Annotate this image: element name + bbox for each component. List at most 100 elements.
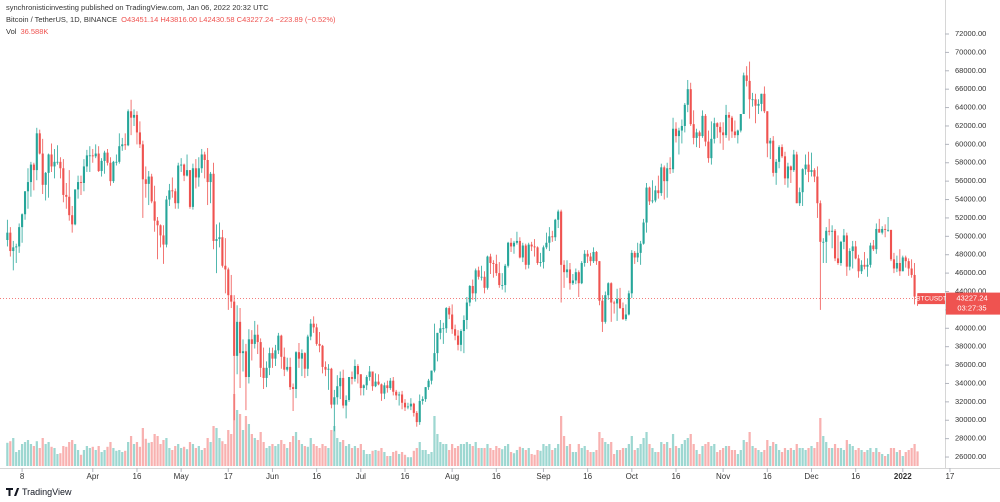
symbol-tag: BTCUSDT xyxy=(916,295,947,302)
volume-bar xyxy=(857,448,860,466)
volume-bar xyxy=(777,450,781,466)
volume-bar xyxy=(371,450,374,466)
candle-body xyxy=(683,104,686,126)
volume-bar xyxy=(480,448,483,466)
volume-bar xyxy=(860,450,863,466)
volume-bar xyxy=(194,448,197,466)
candle-body xyxy=(406,406,410,408)
volume-bar xyxy=(739,450,742,466)
volume-bar xyxy=(707,442,710,466)
candle-body xyxy=(315,327,318,344)
volume-bar xyxy=(94,450,97,466)
candle-body xyxy=(180,164,183,166)
volume-bar xyxy=(674,446,678,466)
x-tick-label: 16 xyxy=(312,472,321,481)
candle-body xyxy=(371,371,374,387)
countdown-tag: 03:27:35 xyxy=(957,304,986,313)
volume-bar xyxy=(244,416,248,466)
volume-bar xyxy=(589,452,592,466)
candle-body xyxy=(524,245,527,265)
candle-body xyxy=(59,161,62,169)
volume-bar xyxy=(82,450,86,466)
volume-bar xyxy=(892,448,896,466)
y-tick-label: 30000.00 xyxy=(955,415,986,424)
x-tick-label: 16 xyxy=(492,472,501,481)
volume-bar xyxy=(878,452,881,466)
volume-bar xyxy=(427,454,430,466)
x-tick-label: Sep xyxy=(536,472,551,481)
candle-body xyxy=(12,247,15,252)
candle-body xyxy=(318,343,321,346)
candle-body xyxy=(289,366,292,388)
candle-body xyxy=(330,368,333,405)
x-tick-label: 16 xyxy=(401,472,410,481)
candle-body xyxy=(819,203,822,242)
volume-bar xyxy=(527,448,530,466)
volume-bar xyxy=(153,434,156,466)
volume-bar xyxy=(772,442,775,466)
brand-logo xyxy=(6,488,20,496)
candle-body xyxy=(530,244,533,247)
volume-bar xyxy=(365,454,368,466)
volume-bar xyxy=(869,448,872,466)
volume-bar xyxy=(147,442,150,466)
candle-body xyxy=(56,161,59,163)
candle-body xyxy=(35,133,38,171)
volume-bar xyxy=(59,453,62,466)
candle-body xyxy=(247,339,250,378)
candle-body xyxy=(268,353,271,368)
volume-bar xyxy=(315,446,318,466)
candle-body xyxy=(736,130,739,136)
candle-body xyxy=(884,228,887,230)
volume-bar xyxy=(751,446,754,466)
candle-body xyxy=(792,154,795,171)
candle-body xyxy=(97,153,100,172)
volume-bar xyxy=(206,438,209,466)
volume-bar xyxy=(730,450,734,466)
candle-body xyxy=(168,190,171,200)
volume-bar xyxy=(875,448,878,466)
volume-bar xyxy=(689,434,692,466)
candle-body xyxy=(604,295,607,322)
candle-body xyxy=(636,252,639,258)
volume-bar xyxy=(309,438,312,466)
y-tick-label: 32000.00 xyxy=(955,397,986,406)
volume-bar xyxy=(645,432,648,466)
volume-bar xyxy=(780,452,784,466)
volume-bar xyxy=(895,452,899,466)
candle-body xyxy=(786,166,789,179)
volume-bar xyxy=(613,454,616,466)
volume-bar xyxy=(568,444,572,466)
volume-value: 36.588K xyxy=(20,27,48,36)
y-tick-label: 36000.00 xyxy=(955,360,986,369)
x-tick-label: 16 xyxy=(672,472,681,481)
volume-bar xyxy=(38,448,41,466)
candle-body xyxy=(583,253,586,263)
volume-bar xyxy=(200,450,203,466)
candle-body xyxy=(53,161,56,167)
y-tick-label: 64000.00 xyxy=(955,103,986,112)
candle-body xyxy=(733,131,736,136)
volume-bar xyxy=(898,450,901,466)
volume-bar xyxy=(763,450,766,466)
candle-body xyxy=(424,387,427,400)
volume-bar xyxy=(495,446,498,466)
candle-body xyxy=(592,251,595,262)
volume-bar xyxy=(138,446,142,466)
candle-body xyxy=(857,258,860,272)
candle-body xyxy=(507,242,510,266)
volume-bar xyxy=(801,448,804,466)
candle-body xyxy=(74,189,77,225)
volume-bar xyxy=(557,444,560,466)
candle-body xyxy=(810,170,813,172)
candle-body xyxy=(627,293,630,315)
volume-bar xyxy=(504,446,507,466)
candle-body xyxy=(321,345,324,367)
candle-body xyxy=(692,124,695,138)
volume-bar xyxy=(592,452,595,466)
volume-bar xyxy=(810,446,813,466)
volume-bar xyxy=(383,452,386,466)
volume-bar xyxy=(439,442,442,466)
candle-body xyxy=(359,374,362,389)
volume-bar xyxy=(241,430,245,466)
